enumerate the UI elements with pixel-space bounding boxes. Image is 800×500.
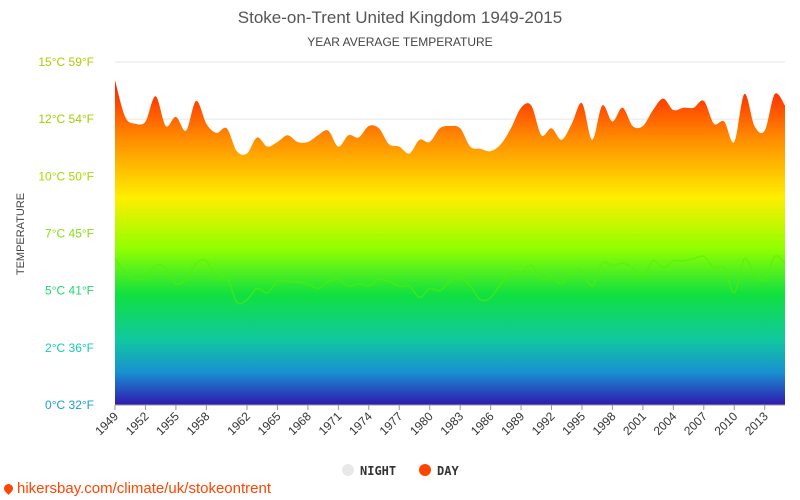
- y-tick-label: 0°C 32°F: [45, 398, 94, 412]
- x-axis-ticks: 1949 1952 1955 1958 1962 1965 1968 1971 1974 1977…: [92, 404, 785, 438]
- x-tick-label: 1986: [468, 409, 497, 438]
- night-legend-label: NIGHT: [360, 464, 396, 478]
- x-tick-label: 1977: [377, 409, 406, 438]
- x-tick-label: 1998: [590, 409, 619, 438]
- night-series-line: [114, 255, 786, 305]
- y-axis-label: TEMPERATURE: [15, 193, 27, 275]
- watermark-text: hikersbay.com/climate/uk/stokeontrent: [17, 480, 271, 497]
- chart-subtitle: YEAR AVERAGE TEMPERATURE: [307, 35, 492, 49]
- legend: NIGHT DAY: [342, 464, 459, 478]
- x-tick-label: 1971: [316, 409, 345, 438]
- y-tick-label: 5°C 41°F: [45, 284, 94, 298]
- x-tick-label: 1958: [184, 409, 213, 438]
- y-tick-label: 10°C 50°F: [38, 169, 94, 183]
- y-tick-label: 2°C 36°F: [45, 341, 94, 355]
- day-legend-label: DAY: [437, 464, 459, 478]
- x-tick-label: 1983: [437, 409, 466, 438]
- day-legend-marker: [419, 464, 431, 476]
- legend-day[interactable]: DAY: [419, 464, 459, 478]
- x-tick-label: 1989: [498, 409, 527, 438]
- night-legend-marker: [342, 464, 354, 476]
- y-tick-label: 15°C 59°F: [38, 55, 94, 69]
- x-tick-label: 1965: [255, 409, 284, 438]
- y-tick-label: 12°C 54°F: [38, 112, 94, 126]
- x-tick-label: 2001: [620, 409, 649, 438]
- x-tick-label: 1955: [153, 409, 182, 438]
- x-tick-label: 1992: [529, 409, 558, 438]
- y-tick-label: 7°C 45°F: [45, 227, 94, 241]
- x-tick-label: 1952: [123, 409, 152, 438]
- watermark[interactable]: hikersbay.com/climate/uk/stokeontrent: [2, 480, 271, 497]
- x-tick-label: 2010: [712, 409, 741, 438]
- x-tick-label: 1962: [224, 409, 253, 438]
- temperature-area: [115, 80, 785, 405]
- x-tick-label: 1995: [559, 409, 588, 438]
- x-tick-label: 1980: [407, 409, 436, 438]
- x-tick-label: 1974: [346, 409, 375, 438]
- x-tick-label: 2007: [681, 409, 710, 438]
- x-tick-label: 2004: [651, 409, 680, 438]
- location-pin-icon: [2, 482, 15, 495]
- legend-night[interactable]: NIGHT: [342, 464, 396, 478]
- x-tick-label: 1949: [92, 409, 121, 438]
- y-axis-ticks: 0°C 32°F 2°C 36°F 5°C 41°F 7°C 45°F 10°C 50°…: [38, 55, 94, 412]
- x-tick-label: 1968: [285, 409, 314, 438]
- x-tick-label: 2013: [742, 409, 771, 438]
- chart-title: Stoke-on-Trent United Kingdom 1949-2015: [238, 8, 562, 27]
